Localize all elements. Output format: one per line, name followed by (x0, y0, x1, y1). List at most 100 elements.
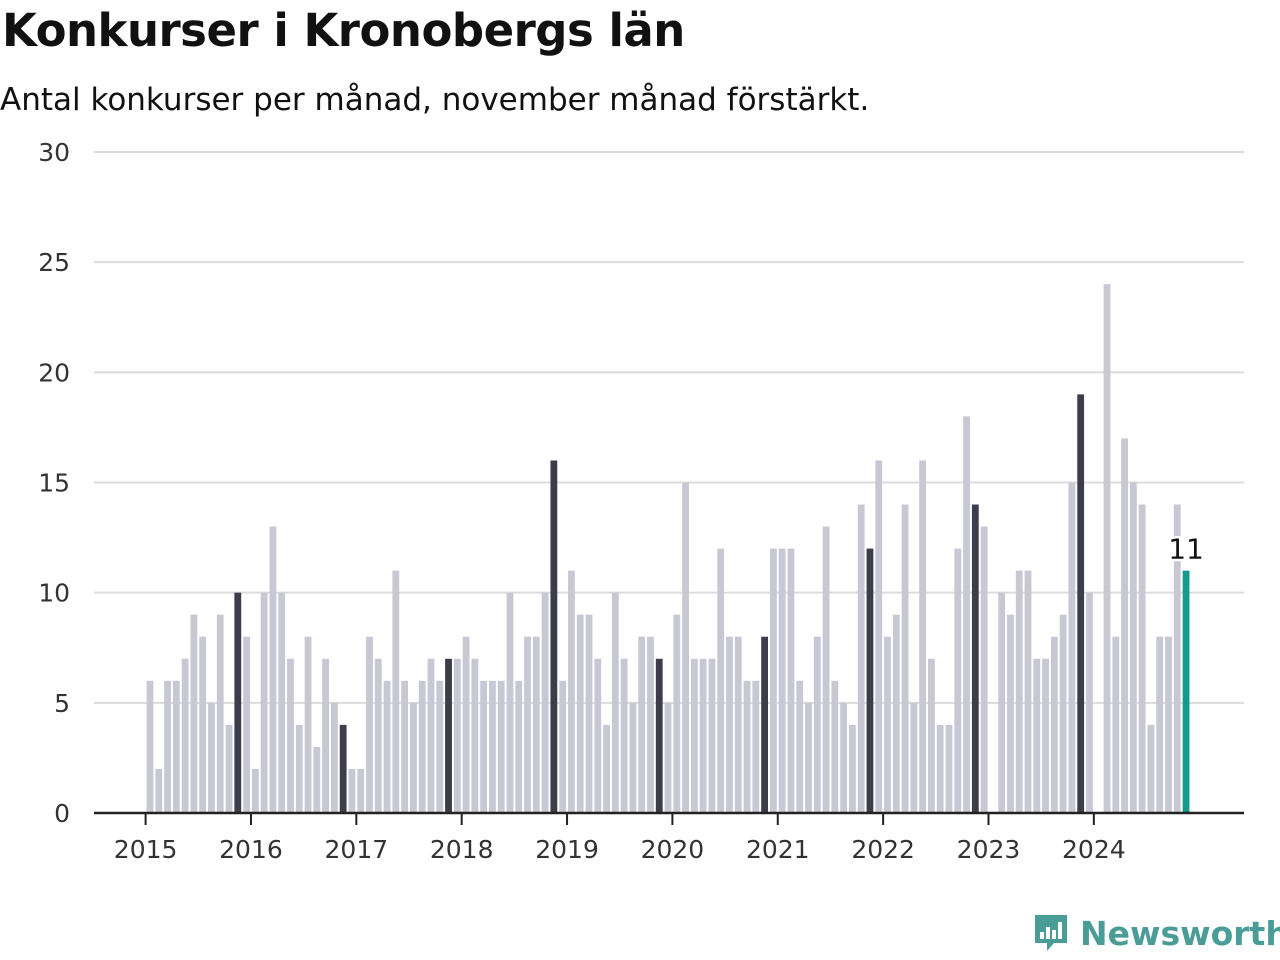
bar-chart: 0 5 10 15 20 25 30 2015 2016 2017 2018 2019 2020 202… (38, 138, 1244, 864)
bar (717, 548, 725, 813)
bar (550, 460, 558, 813)
bar (611, 592, 619, 813)
x-tick-label: 2017 (325, 835, 389, 864)
bar (410, 702, 417, 813)
bar (1182, 570, 1190, 813)
bar (585, 614, 593, 813)
bar (322, 658, 329, 813)
bar (822, 526, 830, 813)
bar (304, 636, 312, 813)
bar (234, 592, 242, 813)
y-tick-label: 10 (38, 579, 70, 608)
bar (1103, 284, 1111, 813)
bar (1024, 570, 1032, 813)
bar (664, 702, 672, 813)
bar (524, 636, 531, 813)
last-value-label: 11 (1168, 533, 1204, 566)
bar (489, 680, 496, 813)
bar (752, 680, 760, 813)
bar (743, 680, 751, 813)
bar (682, 482, 689, 813)
bar (980, 526, 988, 813)
bar (1147, 724, 1155, 813)
bar (313, 746, 321, 813)
bar (541, 592, 549, 813)
bar (357, 768, 365, 813)
bar (383, 680, 391, 813)
x-tick-label: 2020 (641, 835, 705, 864)
bar (146, 680, 154, 813)
bar (884, 636, 891, 813)
bar (1086, 592, 1093, 813)
bar (515, 680, 523, 813)
bar (849, 724, 856, 813)
bar (208, 702, 215, 813)
bar (1121, 438, 1128, 813)
bar (1165, 636, 1172, 813)
bar (726, 636, 733, 813)
bar (857, 504, 865, 813)
bar (576, 614, 584, 813)
x-tick-label: 2018 (430, 835, 494, 864)
bar (181, 658, 189, 813)
brand-logo: Newsworthy (1032, 910, 1280, 956)
y-tick-label: 25 (38, 248, 70, 277)
bar (199, 636, 207, 813)
bar (655, 658, 663, 813)
bar (1007, 614, 1014, 813)
bar (392, 570, 400, 813)
bar (910, 702, 918, 813)
bar (998, 592, 1006, 813)
bar (1042, 658, 1049, 813)
bar (480, 680, 488, 813)
bar (506, 592, 514, 813)
bar (892, 614, 900, 813)
y-tick-label: 15 (38, 469, 70, 498)
x-tick-label: 2021 (746, 835, 810, 864)
bar (295, 724, 303, 813)
bar (875, 460, 883, 813)
bar (647, 636, 654, 813)
bar (401, 680, 409, 813)
bar (532, 636, 540, 813)
bar (1015, 570, 1023, 813)
bar (594, 658, 602, 813)
bar (287, 658, 294, 813)
bar (734, 636, 742, 813)
bar (1068, 482, 1076, 813)
bar (761, 636, 768, 813)
bar (778, 548, 786, 813)
bar (172, 680, 180, 813)
bar (699, 658, 707, 813)
bar (928, 658, 935, 813)
bar (339, 724, 347, 813)
y-tick-label: 0 (54, 799, 70, 828)
bar (366, 636, 373, 813)
bar (971, 504, 979, 813)
bar (805, 702, 812, 813)
x-tick-label: 2016 (219, 835, 283, 864)
data-labels: 11 (1166, 530, 1207, 568)
x-tick-label: 2024 (1062, 835, 1126, 864)
x-tick-label: 2015 (114, 835, 178, 864)
bar (330, 702, 338, 813)
chart-title: Konkurser i Kronobergs län (2, 4, 685, 57)
bar (418, 680, 426, 813)
bar (453, 658, 461, 813)
bar (769, 548, 777, 813)
chart-subtitle: Antal konkurser per månad, november måna… (0, 82, 870, 118)
bar (1129, 482, 1137, 813)
bar (164, 680, 171, 813)
bar (471, 658, 479, 813)
bar (954, 548, 962, 813)
bar (568, 570, 575, 813)
bar (1138, 504, 1146, 813)
bar (243, 636, 250, 813)
bar (708, 658, 716, 813)
y-tick-label: 5 (54, 689, 70, 718)
bar (374, 658, 382, 813)
bar (278, 592, 286, 813)
brand-name: Newsworthy (1080, 913, 1280, 953)
bar (831, 680, 839, 813)
bar (787, 548, 795, 813)
